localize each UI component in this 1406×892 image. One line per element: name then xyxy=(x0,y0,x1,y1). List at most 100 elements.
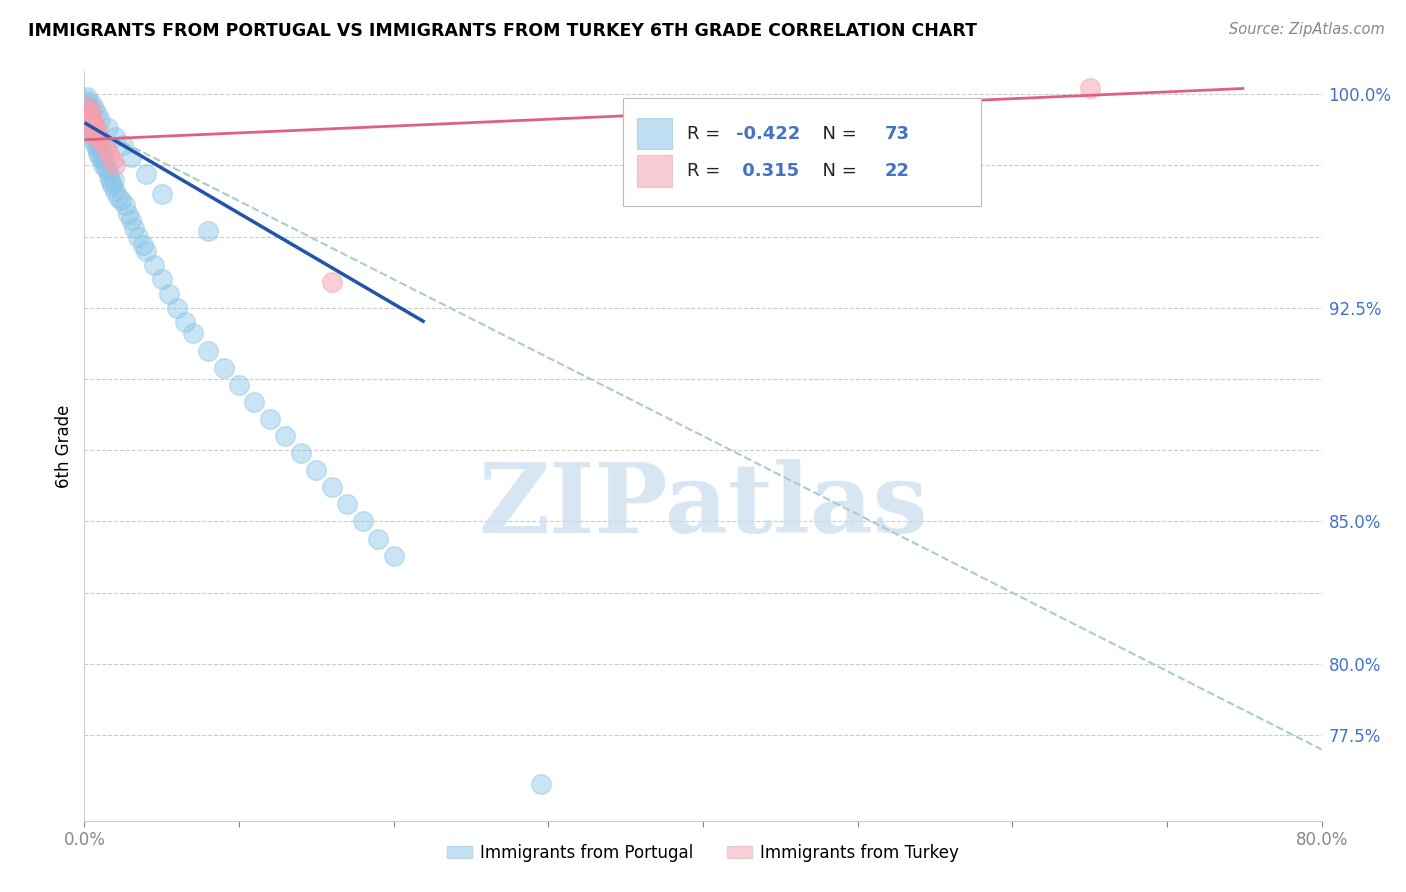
Point xyxy=(321,480,343,494)
Point xyxy=(101,178,124,193)
Point xyxy=(98,147,121,161)
Point xyxy=(135,167,157,181)
Point xyxy=(181,326,204,341)
Point xyxy=(101,153,124,167)
Point xyxy=(174,315,197,329)
Point xyxy=(90,144,112,158)
Point xyxy=(76,90,98,104)
Point xyxy=(83,133,105,147)
Point xyxy=(84,121,107,136)
Point xyxy=(76,104,98,119)
Text: N =: N = xyxy=(811,162,862,180)
Point xyxy=(83,124,105,138)
Point xyxy=(82,127,104,141)
Point xyxy=(77,110,100,124)
Point xyxy=(87,124,110,138)
Point xyxy=(77,115,100,129)
Text: R =: R = xyxy=(688,125,725,143)
Point xyxy=(274,429,297,443)
Text: IMMIGRANTS FROM PORTUGAL VS IMMIGRANTS FROM TURKEY 6TH GRADE CORRELATION CHART: IMMIGRANTS FROM PORTUGAL VS IMMIGRANTS F… xyxy=(28,22,977,40)
Bar xyxy=(637,118,672,149)
Y-axis label: 6th Grade: 6th Grade xyxy=(55,404,73,488)
Point xyxy=(77,102,100,116)
Text: N =: N = xyxy=(811,125,862,143)
Text: 73: 73 xyxy=(884,125,910,143)
Point xyxy=(104,129,127,144)
Point xyxy=(77,115,100,129)
Point xyxy=(98,169,121,184)
Point xyxy=(89,112,111,127)
Text: ZIPatlas: ZIPatlas xyxy=(478,459,928,553)
Point xyxy=(76,104,98,119)
Point xyxy=(197,224,219,238)
Point xyxy=(127,229,149,244)
Point xyxy=(86,107,108,121)
Point xyxy=(120,212,142,227)
Point xyxy=(112,138,135,153)
Point xyxy=(84,127,107,141)
Point xyxy=(132,238,155,252)
Point xyxy=(87,136,110,150)
Point xyxy=(82,112,104,127)
Point xyxy=(228,377,250,392)
Point xyxy=(94,141,117,155)
Point xyxy=(79,119,101,133)
Point xyxy=(76,98,98,112)
Point xyxy=(150,186,173,201)
Point xyxy=(117,207,139,221)
Point xyxy=(1078,81,1101,95)
Text: 22: 22 xyxy=(884,162,910,180)
Point xyxy=(150,272,173,286)
Point xyxy=(529,776,551,790)
Point xyxy=(104,184,127,198)
Point xyxy=(76,107,98,121)
Legend: Immigrants from Portugal, Immigrants from Turkey: Immigrants from Portugal, Immigrants fro… xyxy=(440,838,966,869)
Point xyxy=(87,147,110,161)
Text: R =: R = xyxy=(688,162,725,180)
Point xyxy=(122,221,145,235)
Point xyxy=(79,104,101,119)
Point xyxy=(94,161,117,176)
Point xyxy=(96,121,118,136)
Point xyxy=(77,110,100,124)
Point xyxy=(96,164,118,178)
Point xyxy=(83,115,105,129)
Point xyxy=(243,394,266,409)
Point xyxy=(75,98,97,112)
Point xyxy=(89,150,111,164)
Point xyxy=(336,497,359,511)
Point xyxy=(86,129,108,144)
Point xyxy=(305,463,328,477)
Point xyxy=(79,121,101,136)
Point xyxy=(100,176,122,190)
Point xyxy=(107,190,129,204)
Text: 0.315: 0.315 xyxy=(737,162,800,180)
Point xyxy=(197,343,219,358)
Point xyxy=(83,102,105,116)
Point xyxy=(367,532,389,546)
Point xyxy=(143,258,166,272)
Point xyxy=(89,138,111,153)
Point xyxy=(114,198,136,212)
Point xyxy=(83,127,105,141)
Point xyxy=(212,360,235,375)
Point xyxy=(89,133,111,147)
Point xyxy=(93,150,115,164)
Point xyxy=(75,93,97,107)
Point xyxy=(110,193,132,207)
FancyBboxPatch shape xyxy=(623,97,981,206)
Point xyxy=(352,515,374,529)
Point xyxy=(86,129,108,144)
Bar xyxy=(637,155,672,186)
Point xyxy=(135,244,157,258)
Point xyxy=(259,412,281,426)
Point xyxy=(321,275,343,289)
Point xyxy=(91,153,114,167)
Point xyxy=(290,446,312,460)
Point xyxy=(82,119,104,133)
Point xyxy=(84,138,107,153)
Point xyxy=(159,286,180,301)
Point xyxy=(103,172,125,186)
Text: Source: ZipAtlas.com: Source: ZipAtlas.com xyxy=(1229,22,1385,37)
Point xyxy=(120,150,142,164)
